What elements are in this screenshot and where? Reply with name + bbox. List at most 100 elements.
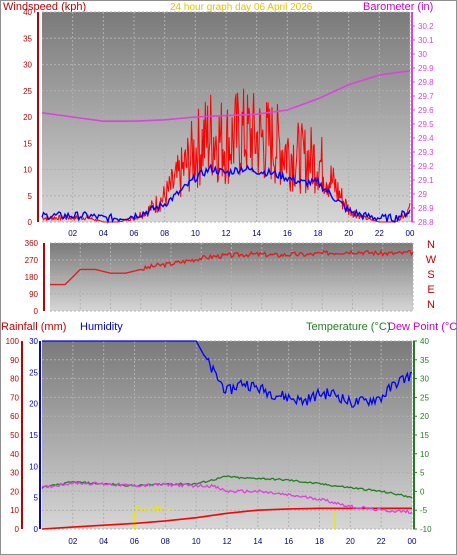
left-tick-label: 15	[23, 139, 32, 148]
panel2-series	[50, 249, 414, 286]
x-tick-label: 22	[377, 537, 386, 546]
humidity-tick-label: 80	[10, 375, 19, 384]
humidity-tick-label: 40	[10, 450, 19, 459]
humidity-tick-label: 60	[10, 412, 19, 421]
direction-tick-label: 360	[25, 239, 39, 248]
temp-tick-label: 40	[420, 337, 429, 346]
right-tick-label: 29.3	[418, 148, 434, 157]
panel1-series	[41, 70, 411, 225]
panel1-axes: 02 04 06 08 10 12 14 16 18 20 22 000510152025303540…	[23, 8, 434, 238]
rain-tick-label: 10	[29, 462, 38, 471]
right-tick-label: 28.9	[418, 204, 434, 213]
humidity-tick-label: 90	[10, 356, 19, 365]
right-tick-label: 30.1	[418, 36, 434, 45]
temp-tick-label: 35	[420, 356, 429, 365]
humidity-tick-label: 50	[10, 431, 19, 440]
temp-tick-label: 25	[420, 393, 429, 402]
humidity-tick-label: 20	[10, 487, 19, 496]
right-tick-label: 29.9	[418, 64, 434, 73]
x-tick-label: 10	[191, 229, 200, 238]
x-tick-label: 14	[252, 229, 261, 238]
temp-tick-label: 0	[420, 487, 425, 496]
x-tick-label: 00	[408, 537, 417, 546]
right-tick-label: 29.1	[418, 176, 434, 185]
x-tick-label: 04	[99, 537, 108, 546]
rain-tick-label: 0	[34, 525, 39, 534]
x-tick-label: 08	[161, 537, 170, 546]
right-tick-label: 29.6	[418, 106, 434, 115]
x-tick-label: 10	[192, 537, 201, 546]
x-tick-label: 16	[284, 537, 293, 546]
humidity-tick-label: 10	[10, 506, 19, 515]
windspeed-line	[41, 88, 411, 223]
x-tick-label: 06	[130, 229, 139, 238]
x-tick-label: 06	[130, 537, 139, 546]
right-tick-label: 29.7	[418, 92, 434, 101]
direction-tick-label: 180	[25, 273, 39, 282]
graph-title: 24 hour graph day 06 April 2026	[170, 2, 313, 13]
compass-label: N	[427, 299, 435, 311]
average-wind-line	[41, 163, 411, 225]
right-tick-label: 30	[418, 50, 427, 59]
right-tick-label: 29.4	[418, 134, 434, 143]
x-tick-label: 12	[222, 229, 231, 238]
right-tick-label: 29	[418, 190, 427, 199]
left-tick-label: 10	[23, 166, 32, 175]
x-tick-label: 18	[315, 537, 324, 546]
sunrise-label: Sun Rise	[135, 504, 172, 514]
x-tick-label: 18	[314, 229, 323, 238]
rain-tick-label: 15	[29, 431, 38, 440]
rain-tick-label: 30	[29, 337, 38, 346]
right-tick-label: 29.2	[418, 162, 434, 171]
panel3-axes: 02 04 06 08 10 12 14 16 18 20 22 000102030405060708…	[6, 337, 432, 546]
wind-direction-line	[50, 249, 414, 286]
left-tick-label: 40	[23, 8, 32, 17]
temp-tick-label: 15	[420, 431, 429, 440]
compass-label: N	[427, 239, 435, 251]
compass-label: E	[427, 284, 434, 296]
rain-tick-label: 20	[29, 400, 38, 409]
direction-tick-label: 0	[34, 307, 39, 316]
right-tick-label: 29.8	[418, 78, 434, 87]
rainfall-label: Rainfall (mm)	[1, 321, 66, 333]
left-tick-label: 30	[23, 61, 32, 70]
x-tick-label: 20	[344, 229, 353, 238]
temp-tick-label: 5	[420, 469, 425, 478]
x-tick-label: 02	[68, 537, 77, 546]
windspeed-label: Windspeed (kph)	[3, 1, 86, 13]
panel3-grid	[42, 340, 413, 530]
temperature-label: Temperature (°C)	[306, 321, 390, 333]
dewpoint-label: Dew Point (°C)	[388, 321, 457, 333]
humidity-tick-label: 70	[10, 393, 19, 402]
x-tick-label: 16	[283, 229, 292, 238]
x-tick-label: 22	[375, 229, 384, 238]
temp-tick-label: 10	[420, 450, 429, 459]
x-tick-label: 20	[346, 537, 355, 546]
direction-tick-label: 270	[25, 256, 39, 265]
rain-tick-label: 5	[34, 494, 39, 503]
x-tick-label: 04	[99, 229, 108, 238]
compass-label: W	[426, 254, 437, 266]
temp-tick-label: 30	[420, 375, 429, 384]
humidity-tick-label: 0	[15, 525, 20, 534]
left-tick-label: 5	[28, 192, 33, 201]
right-tick-label: 28.8	[418, 218, 434, 227]
temp-tick-label: 20	[420, 412, 429, 421]
x-tick-label: 14	[253, 537, 262, 546]
x-tick-label: 00	[406, 229, 415, 238]
temp-tick-label: -5	[420, 506, 428, 515]
humidity-line	[42, 340, 413, 408]
dewpoint-line	[41, 480, 413, 515]
barometer-line	[41, 70, 411, 122]
left-tick-label: 35	[23, 34, 32, 43]
panel2-grid	[50, 242, 414, 312]
panel3-series	[41, 340, 413, 530]
rain-tick-label: 25	[29, 368, 38, 377]
temp-tick-label: -10	[420, 525, 432, 534]
barometer-label: Barometer (in)	[363, 1, 433, 13]
humidity-tick-label: 100	[6, 337, 20, 346]
left-tick-label: 25	[23, 87, 32, 96]
